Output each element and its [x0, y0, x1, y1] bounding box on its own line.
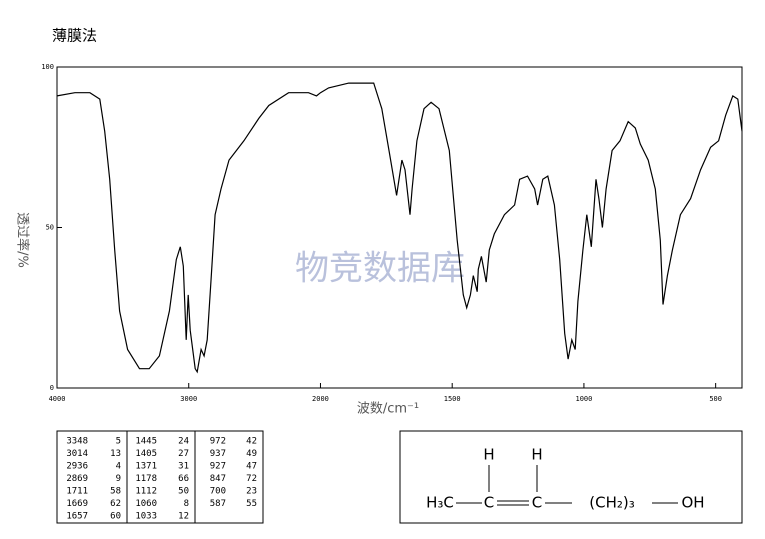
atom: C [484, 494, 494, 512]
atom: H₃C [426, 494, 454, 512]
atom: H [483, 446, 494, 464]
table-cell: 1371 [135, 462, 157, 472]
x-axis-label: 波数/cm⁻¹ [357, 402, 419, 417]
x-tick-label: 4000 [49, 395, 66, 403]
table-cell: 1405 [135, 449, 157, 459]
table-cell: 937 [210, 449, 226, 459]
x-tick-label: 1500 [444, 395, 461, 403]
table-cell: 49 [246, 449, 257, 459]
table-cell: 847 [210, 474, 226, 484]
table-cell: 1657 [66, 512, 88, 522]
table-cell: 72 [246, 474, 257, 484]
table-cell: 1711 [66, 487, 88, 497]
table-cell: 2869 [66, 474, 88, 484]
table-cell: 927 [210, 462, 226, 472]
table-cell: 1033 [135, 512, 157, 522]
table-cell: 27 [178, 449, 189, 459]
table-cell: 58 [110, 487, 121, 497]
table-cell: 31 [178, 462, 189, 472]
table-cell: 66 [178, 474, 189, 484]
atom: OH [681, 494, 704, 512]
plot-frame [56, 66, 743, 389]
table-cell: 62 [110, 499, 121, 509]
structure: H H H₃C C C (CH₂)₃ OH [426, 446, 704, 512]
table-cell: 1178 [135, 474, 157, 484]
x-tick-label: 2000 [312, 395, 329, 403]
y-tick-label: 0 [50, 384, 54, 392]
table-cell: 23 [246, 487, 257, 497]
table-cell: 2936 [66, 462, 88, 472]
y-tick-label: 50 [46, 224, 54, 232]
table-cell: 587 [210, 499, 226, 509]
table-cell: 9 [116, 474, 121, 484]
peak-table-frame [56, 430, 264, 524]
watermark: 物竞数据库 [295, 249, 465, 289]
table-cell: 700 [210, 487, 226, 497]
table-cell: 3014 [66, 449, 88, 459]
table-cell: 4 [116, 462, 121, 472]
y-axis-label: 透过率/% [15, 212, 31, 268]
table-cell: 55 [246, 499, 257, 509]
atom: (CH₂)₃ [589, 494, 634, 512]
table-cell: 972 [210, 437, 226, 447]
table-cell: 50 [178, 487, 189, 497]
y-tick-label: 100 [41, 63, 54, 71]
spectrum-line [56, 82, 743, 374]
table-cell: 12 [178, 512, 189, 522]
table-cell: 1112 [135, 487, 157, 497]
x-tick-label: 500 [709, 395, 722, 403]
table-cell: 47 [246, 462, 257, 472]
x-tick-label: 3000 [180, 395, 197, 403]
atom: C [532, 494, 542, 512]
table-cell: 24 [178, 437, 189, 447]
table-cell: 42 [246, 437, 257, 447]
table-cell: 1060 [135, 499, 157, 509]
table-cell: 3348 [66, 437, 88, 447]
atom: H [531, 446, 542, 464]
table-cell: 5 [116, 437, 121, 447]
structure-frame [399, 430, 743, 524]
table-cell: 13 [110, 449, 121, 459]
table-cell: 1445 [135, 437, 157, 447]
x-tick-label: 1000 [575, 395, 592, 403]
table-cell: 60 [110, 512, 121, 522]
chart-title: 薄膜法 [52, 27, 97, 45]
table-cell: 1669 [66, 499, 88, 509]
table-cell: 8 [184, 499, 189, 509]
